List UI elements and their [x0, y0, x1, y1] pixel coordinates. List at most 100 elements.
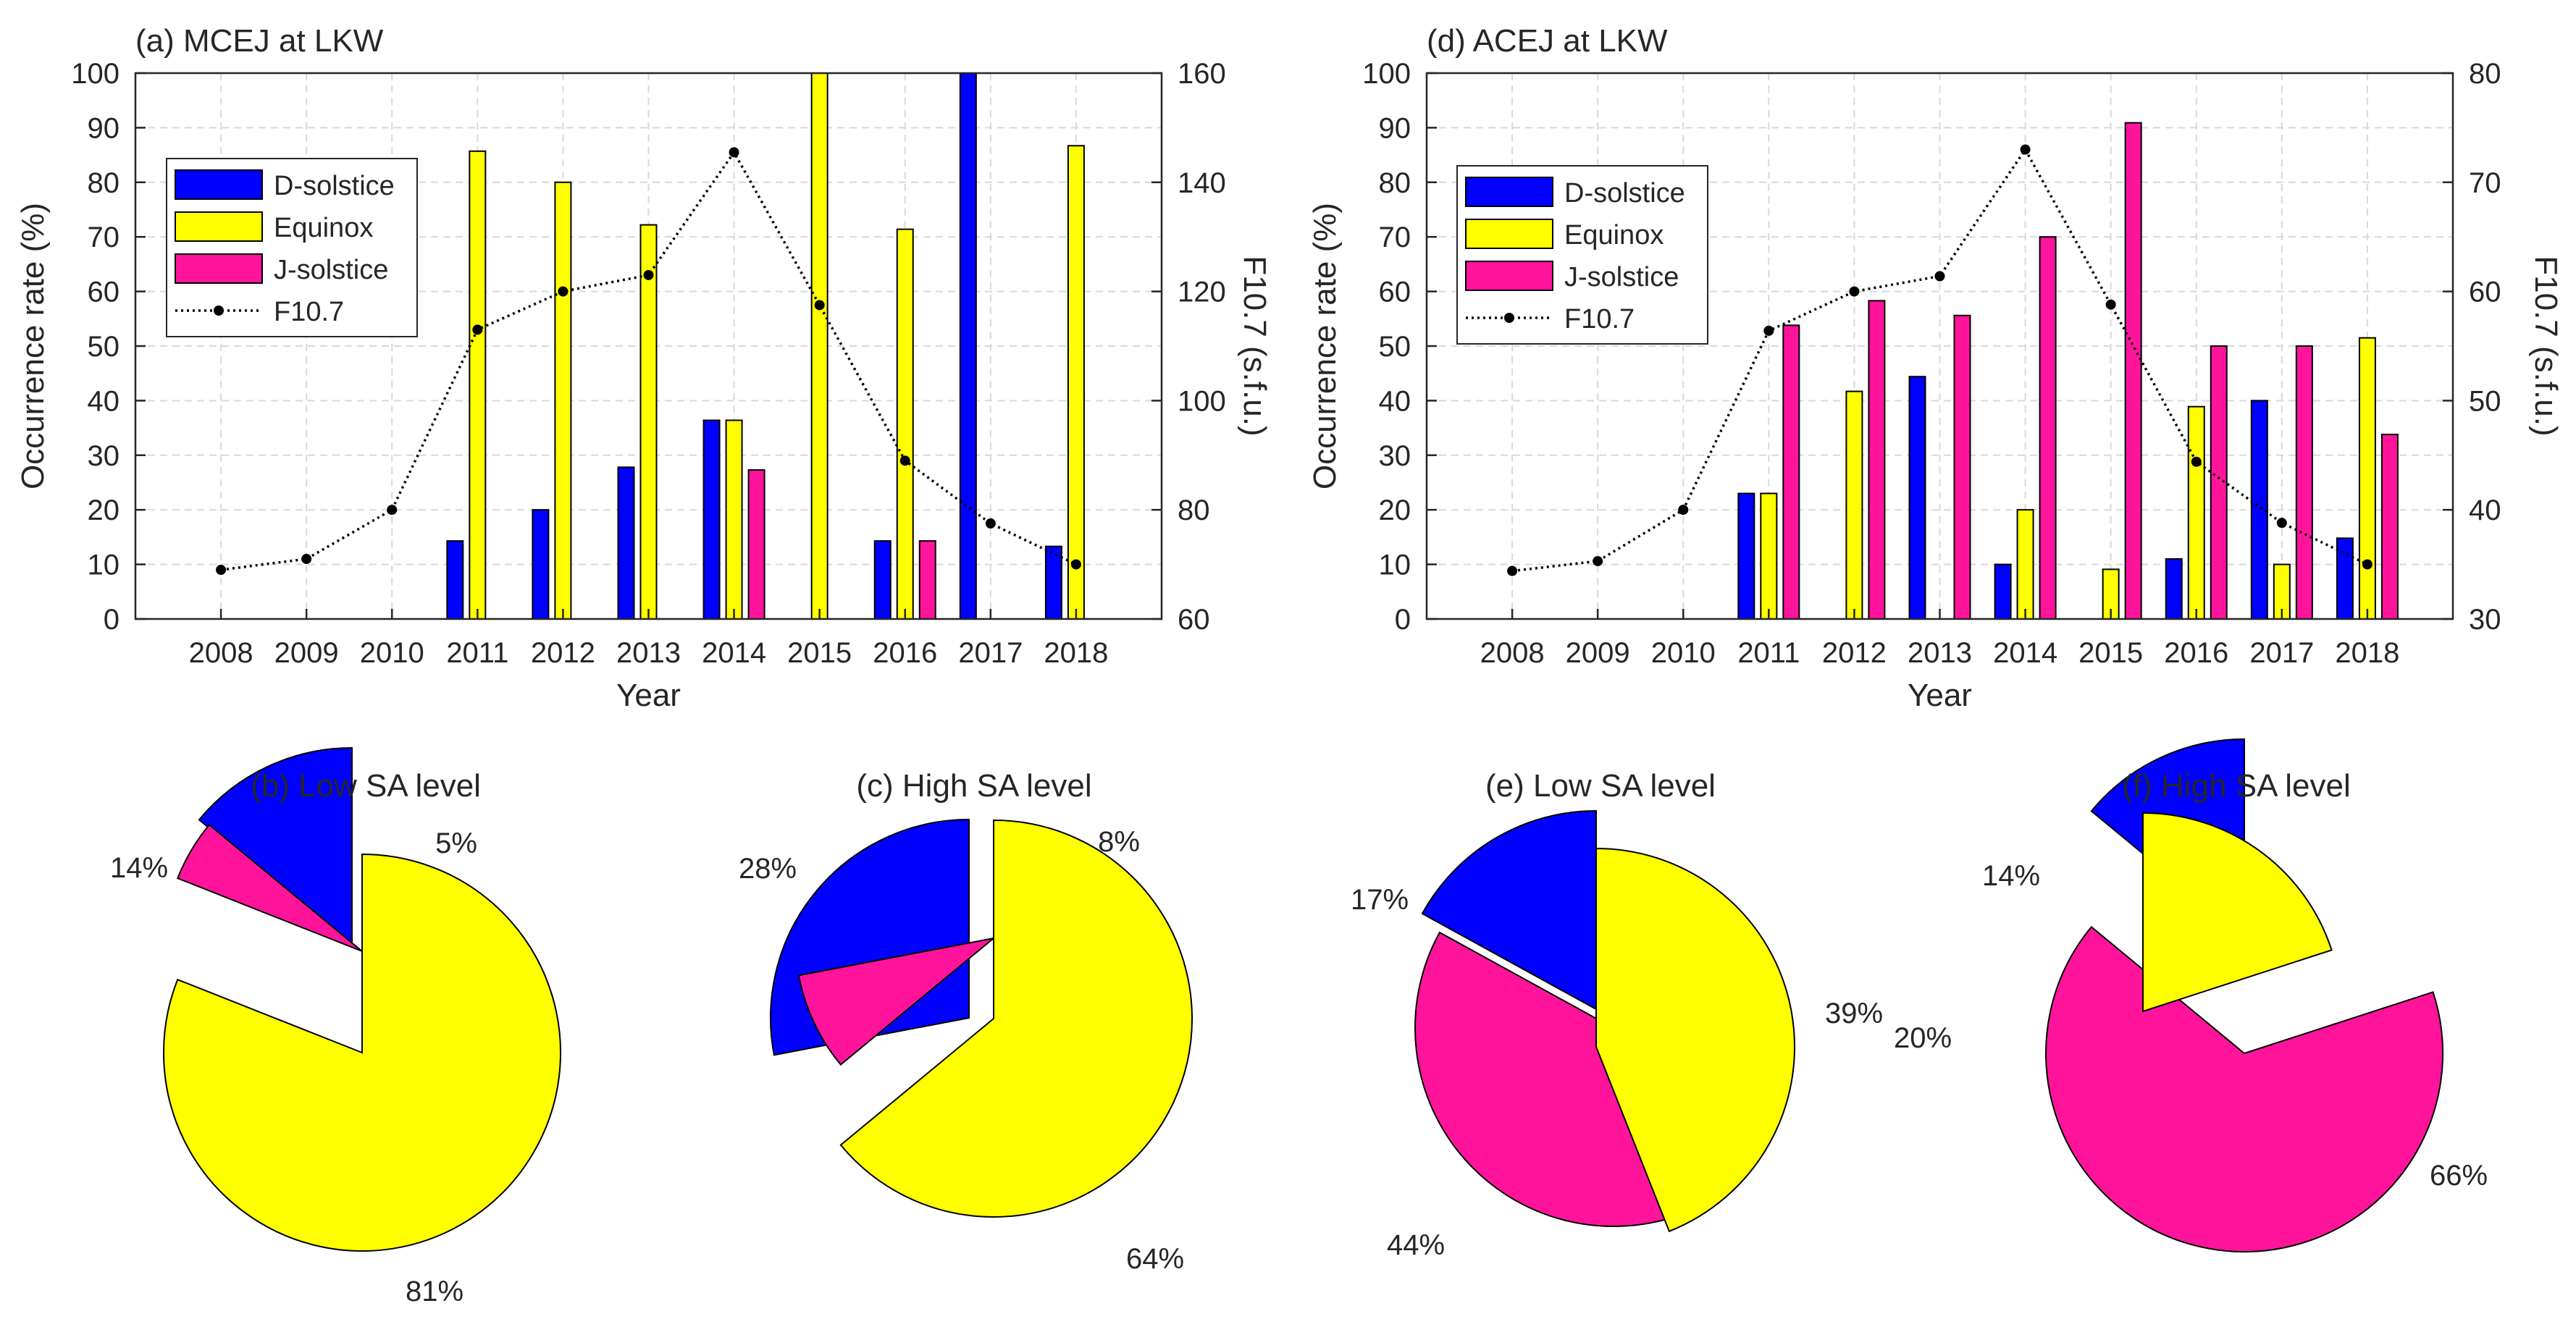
y-axis-label: Occurrence rate (%)	[1307, 203, 1343, 489]
y2-tick-label: 70	[2469, 167, 2501, 199]
bar-j-solstice-2014	[2039, 236, 2057, 620]
f107-point-2016	[899, 455, 910, 466]
x-tick-label: 2015	[2078, 637, 2143, 669]
bar-j-solstice-2011	[1782, 324, 1800, 620]
pie-label-d-solstice: 28%	[739, 853, 797, 885]
x-tick-label: 2015	[787, 637, 852, 669]
y-tick-label: 30	[1379, 440, 1411, 472]
f107-line	[220, 150, 1077, 571]
f107-point-2008	[216, 565, 227, 576]
f107-point-2010	[387, 505, 398, 515]
bar-d-solstice-2016	[873, 540, 891, 620]
bar-d-solstice-2011	[446, 540, 464, 620]
pie-slice-equinox	[839, 819, 1193, 1218]
y-tick-label: 70	[1379, 222, 1411, 253]
bar-d-solstice-2017	[2250, 400, 2268, 620]
y-tick-label: 60	[1379, 277, 1411, 308]
x-tick-label: 2009	[274, 637, 339, 669]
f107-point-2009	[301, 554, 312, 565]
pie-slice-d-solstice	[1421, 809, 1597, 1011]
legend-swatch-j-solstice	[1465, 261, 1553, 291]
f107-point-2008	[1507, 565, 1518, 576]
y2-axis-label: F10.7 (s.f.u.)	[2528, 256, 2564, 436]
f107-point-2014	[729, 147, 739, 158]
bar-j-solstice-2017	[2295, 345, 2313, 620]
chart-title: (c) High SA level	[856, 768, 1091, 804]
bar-equinox-2012	[554, 181, 572, 620]
x-tick-label: 2008	[189, 637, 253, 669]
bar-equinox-2013	[639, 224, 658, 620]
chart-title: (b) Low SA level	[251, 768, 481, 804]
x-tick-label: 2009	[1566, 637, 1630, 669]
pie-slice-j-solstice	[797, 938, 994, 1066]
f107-point-2012	[1849, 286, 1860, 297]
bar-d-solstice-2016	[2165, 558, 2183, 620]
f107-point-2018	[2362, 559, 2372, 570]
f107-point-2011	[1763, 325, 1774, 336]
x-axis-label: Year	[616, 678, 681, 713]
legend-label: Equinox	[274, 213, 373, 243]
f107-point-2013	[1934, 271, 1945, 282]
x-tick-label: 2018	[2335, 637, 2399, 669]
x-tick-label: 2012	[531, 637, 595, 669]
bar-j-solstice-2014	[747, 469, 765, 620]
y-tick-label: 50	[1379, 331, 1411, 363]
x-tick-label: 2014	[1993, 637, 2057, 669]
pie-label-equinox: 81%	[406, 1276, 463, 1307]
f107-point-2017	[985, 518, 996, 529]
x-tick-label: 2008	[1480, 637, 1545, 669]
f107-point-2017	[2276, 518, 2287, 528]
legend-label: D-solstice	[274, 171, 395, 201]
pie-slice-j-solstice	[1414, 931, 1688, 1227]
f107-point-2016	[2191, 456, 2202, 467]
legend-label: Equinox	[1564, 220, 1664, 250]
y-axis-label: Occurrence rate (%)	[15, 203, 51, 489]
chart-b: 14% 5% 81% (b) Low SA level	[110, 746, 561, 1307]
y-tick-label: 20	[88, 494, 120, 526]
x-tick-label: 2011	[1737, 637, 1800, 669]
y-tick-label: 100	[71, 58, 119, 90]
legend-swatch-d-solstice	[1465, 177, 1553, 207]
y-tick-label: 80	[88, 167, 120, 199]
pie-label-j-solstice: 8%	[1098, 826, 1140, 858]
bar-equinox-2015	[810, 72, 828, 620]
bar-equinox-2014	[2016, 509, 2034, 620]
legend-marker-f107	[214, 306, 224, 316]
bar-equinox-2011	[1760, 492, 1778, 620]
pie-slice-j-solstice	[176, 823, 363, 952]
bar-equinox-2014	[725, 419, 743, 620]
bar-equinox-2018	[1067, 145, 1085, 620]
bar-j-solstice-2013	[1953, 314, 1971, 620]
bar-equinox-2016	[2187, 405, 2205, 620]
f107-point-2010	[1678, 505, 1689, 515]
pie-slice-equinox	[1595, 847, 1795, 1233]
x-tick-label: 2017	[2249, 637, 2314, 669]
bar-j-solstice-2016	[918, 540, 936, 620]
pie-slice-d-solstice	[198, 746, 353, 948]
x-tick-label: 2018	[1044, 637, 1108, 669]
y2-tick-label: 80	[2469, 58, 2501, 90]
legend-label: D-solstice	[1564, 178, 1685, 208]
f107-point-2011	[472, 324, 483, 335]
f107-point-2012	[558, 286, 569, 297]
f107-point-2014	[2020, 144, 2031, 155]
y2-tick-label: 50	[2469, 385, 2501, 417]
x-tick-label: 2010	[360, 637, 424, 669]
y2-tick-label: 100	[1178, 385, 1226, 417]
chart-title: (d) ACEJ at LKW	[1427, 23, 1668, 59]
y2-tick-label: 140	[1178, 167, 1226, 199]
f107-line	[1511, 147, 2368, 573]
pie-label-j-solstice: 5%	[435, 827, 477, 859]
y2-tick-label: 80	[1178, 494, 1210, 526]
bar-j-solstice-2016	[2210, 345, 2228, 620]
pie-slice-equinox	[163, 853, 561, 1252]
chart-a: 0 10 20 30 40 50 60 70 80 90 100 60 80 100 120 140 160 20…	[15, 23, 1272, 713]
f107-point-2015	[2105, 299, 2116, 310]
x-tick-label: 2012	[1822, 637, 1887, 669]
x-tick-label: 2016	[873, 637, 937, 669]
bar-j-solstice-2018	[2380, 434, 2399, 620]
y-tick-label: 70	[88, 222, 120, 253]
bar-d-solstice-2018	[2336, 537, 2354, 620]
pie-label-j-solstice: 39%	[1825, 998, 1883, 1029]
